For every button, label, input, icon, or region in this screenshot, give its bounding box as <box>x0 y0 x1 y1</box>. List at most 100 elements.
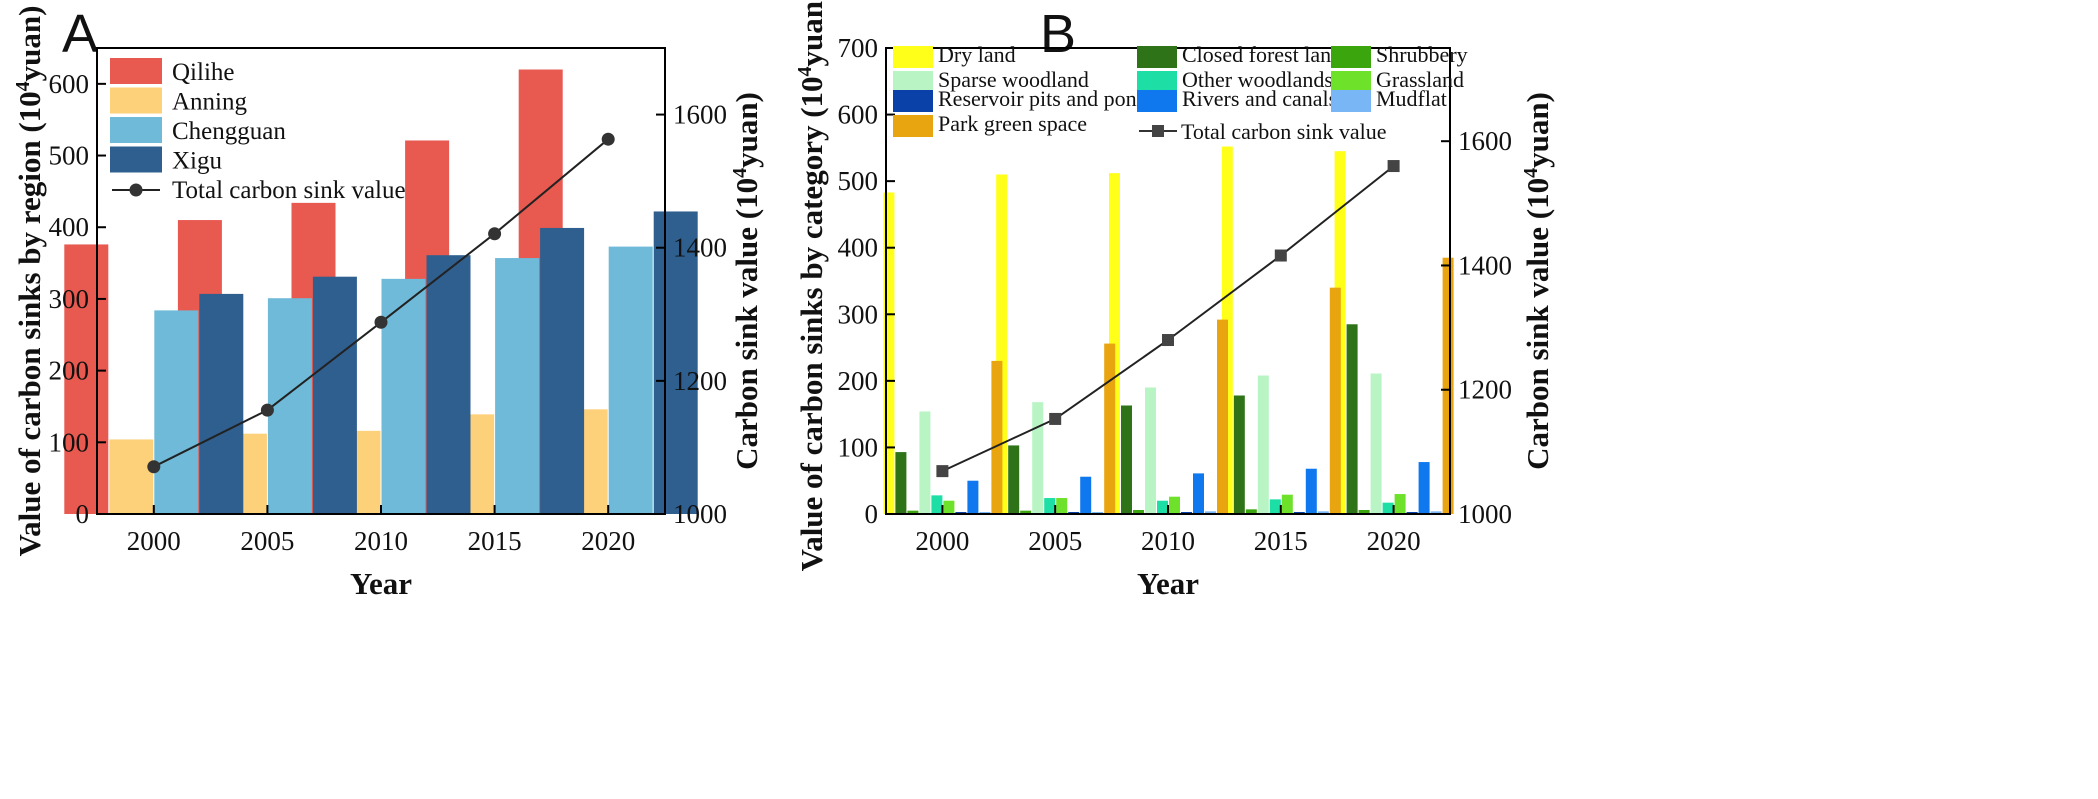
legend-label: Park green space <box>938 111 1087 136</box>
y2-tick-label: 1200 <box>673 366 727 396</box>
y2-axis-title-superscript: 4 <box>729 168 751 178</box>
bar-other-woodlands-2000 <box>931 495 943 514</box>
bar-closed-forest-land-2005 <box>1008 445 1020 514</box>
x-tick-label: 2010 <box>1141 526 1195 556</box>
x-tick-label: 2005 <box>1028 526 1082 556</box>
legend-line-marker <box>129 183 143 197</box>
x-tick-label: 2015 <box>1254 526 1308 556</box>
total-marker-2000 <box>936 465 949 478</box>
bar-park-green-space-2015 <box>1329 287 1341 514</box>
legend-swatch-reservoir-pits-and-ponds <box>893 90 933 112</box>
y-axis-title-superscript: 4 <box>794 66 816 76</box>
bar-shrubbery-2015 <box>1245 509 1257 514</box>
y-tick-label: 500 <box>838 166 879 196</box>
x-tick-label: 2000 <box>915 526 969 556</box>
legend-label: Reservoir pits and ponds <box>938 86 1156 111</box>
y-axis-title: Value of carbon sinks by category (104yu… <box>794 0 829 571</box>
bar-xigu-2015 <box>540 227 585 514</box>
bar-xigu-2005 <box>312 276 357 514</box>
legend-swatch-xigu <box>110 146 162 173</box>
legend-swatch-rivers-and-canals <box>1137 90 1177 112</box>
total-marker-2015 <box>488 227 502 241</box>
legend-label: Grassland <box>1376 67 1464 92</box>
y-axis-title-unit: yuan) <box>794 0 829 66</box>
y-axis-title-main: Value of carbon sinks by region (10 <box>12 91 47 556</box>
legend-swatch-qilihe <box>110 58 162 84</box>
bar-qilihe-2000 <box>64 244 109 514</box>
y-tick-label: 300 <box>838 299 879 329</box>
bar-sparse-woodland-2010 <box>1145 387 1156 514</box>
y2-tick-label: 1600 <box>673 100 727 130</box>
bar-shrubbery-2005 <box>1020 510 1032 514</box>
legend-label: Rivers and canals <box>1182 86 1337 111</box>
legend-label: Chengguan <box>172 118 286 145</box>
bar-rivers-and-canals-2015 <box>1305 468 1317 514</box>
y-axis-title-main: Value of carbon sinks by category (10 <box>794 76 829 571</box>
bar-rivers-and-canals-2010 <box>1193 473 1204 514</box>
bar-park-green-space-2000 <box>991 360 1003 514</box>
y2-tick-label: 1400 <box>673 233 727 263</box>
bar-grassland-2015 <box>1281 494 1293 514</box>
total-marker-2020 <box>1387 160 1400 173</box>
legend-label: Qilihe <box>172 59 235 86</box>
bar-grassland-2005 <box>1056 498 1068 514</box>
bar-other-woodlands-2010 <box>1157 500 1168 514</box>
x-tick-label: 2005 <box>240 526 294 556</box>
total-line <box>941 165 1395 473</box>
bar-dry-land-2000 <box>883 192 895 514</box>
bar-park-green-space-2010 <box>1217 319 1228 514</box>
total-marker-2015 <box>1274 249 1287 262</box>
legend-label: Total carbon sink value <box>172 177 406 204</box>
bar-chengguan-2005 <box>267 298 312 514</box>
bar-sparse-woodland-2015 <box>1257 375 1269 514</box>
bar-chengguan-2020 <box>608 246 653 514</box>
y2-axis-title-main: Carbon sink value (10 <box>729 178 764 470</box>
legend-swatch-sparse-woodland <box>893 71 933 93</box>
bar-rivers-and-canals-2020 <box>1418 462 1430 514</box>
bar-park-green-space-2020 <box>1442 257 1454 514</box>
total-marker-2010 <box>1162 334 1174 347</box>
panel-b-letter: B <box>1040 4 1076 64</box>
y-tick-label: 200 <box>838 366 879 396</box>
y2-axis-title-main: Carbon sink value (10 <box>1520 178 1555 470</box>
bar-closed-forest-land-2000 <box>895 452 907 514</box>
y2-tick-label: 1400 <box>1458 250 1512 280</box>
y-tick-label: 0 <box>76 499 90 529</box>
bar-rivers-and-canals-2000 <box>967 480 979 514</box>
bar-sparse-woodland-2005 <box>1032 402 1044 514</box>
y2-tick-label: 1600 <box>1458 126 1512 156</box>
bar-grassland-2020 <box>1394 494 1406 514</box>
total-marker-2010 <box>374 315 388 329</box>
bar-shrubbery-2010 <box>1133 510 1144 514</box>
total-marker-2005 <box>1049 412 1062 425</box>
y-tick-label: 500 <box>49 141 90 171</box>
legend-label: Anning <box>172 89 248 116</box>
bar-grassland-2000 <box>943 500 955 514</box>
bar-closed-forest-land-2020 <box>1346 324 1358 514</box>
panel-b-chart: 0 100 200 300 400 500 600 700 1000 1200 1400 1600 20… <box>794 0 1555 601</box>
bar-mudflat-2015 <box>1317 511 1329 514</box>
y-tick-label: 300 <box>49 284 90 314</box>
y2-tick-label: 1000 <box>673 499 727 529</box>
y-tick-label: 100 <box>49 427 90 457</box>
bar-grassland-2010 <box>1169 496 1180 514</box>
bar-mudflat-2010 <box>1205 511 1216 514</box>
legend-swatch-chengguan <box>110 117 162 143</box>
total-marker-2020 <box>601 132 615 146</box>
y-tick-label: 100 <box>838 432 879 462</box>
bar-park-green-space-2005 <box>1104 343 1116 514</box>
x-axis-title: Year <box>1137 566 1199 601</box>
y2-axis-title-unit: yuan) <box>1520 92 1555 168</box>
x-tick-label: 2010 <box>354 526 408 556</box>
legend-line-marker <box>1152 125 1164 137</box>
bar-other-woodlands-2020 <box>1382 502 1394 514</box>
y-tick-label: 600 <box>838 100 879 130</box>
y-tick-label: 200 <box>49 356 90 386</box>
bar-dry-land-2010 <box>1109 173 1120 514</box>
bar-rivers-and-canals-2005 <box>1080 476 1092 514</box>
legend-swatch-park-green-space <box>893 115 933 137</box>
bar-chengguan-2000 <box>154 310 199 514</box>
legend-swatch-shrubbery <box>1331 46 1371 68</box>
bar-closed-forest-land-2015 <box>1233 395 1245 514</box>
